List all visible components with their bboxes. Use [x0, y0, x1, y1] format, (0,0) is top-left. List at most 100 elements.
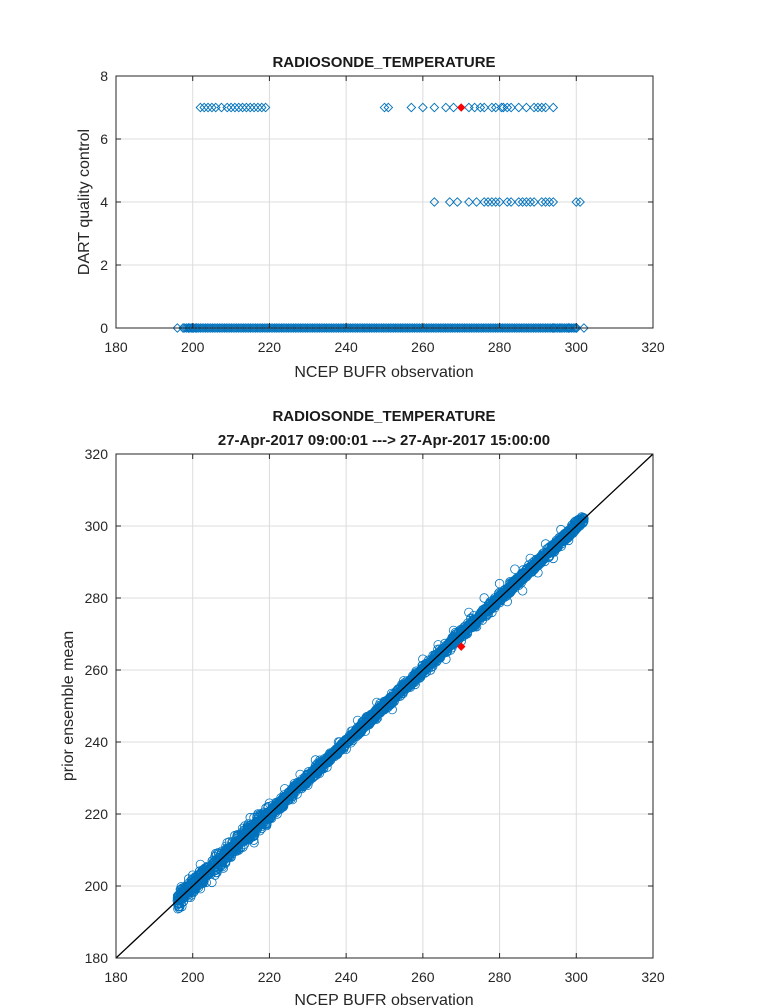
qc-point	[517, 197, 528, 207]
prior-point	[439, 647, 449, 657]
prior-point	[574, 516, 584, 526]
qc-point	[256, 102, 267, 113]
prior-point	[372, 713, 383, 723]
prior-point	[568, 527, 579, 537]
prior-point	[239, 835, 249, 846]
prior-point	[494, 591, 504, 602]
prior-point	[516, 572, 527, 582]
prior-point	[399, 684, 410, 694]
prior-point	[362, 717, 372, 727]
qc-point	[406, 102, 417, 113]
prior-y-tick-label: 200	[85, 878, 109, 894]
qc-point	[237, 102, 248, 113]
prior-x-tick-label: 180	[104, 969, 128, 985]
prior-point	[579, 514, 589, 524]
prior-point	[533, 568, 543, 578]
qc-point	[469, 102, 480, 113]
prior-point	[541, 550, 551, 560]
prior-point	[328, 748, 338, 758]
qc-point	[452, 197, 463, 207]
prior-point	[273, 801, 284, 811]
prior-point	[525, 566, 536, 576]
prior-point	[226, 852, 236, 862]
prior-point	[365, 717, 376, 727]
prior-point	[416, 668, 426, 678]
qc-x-tick-label: 240	[334, 339, 358, 355]
prior-point	[188, 883, 198, 894]
prior-axes-frame	[115, 453, 654, 959]
qc-point	[379, 102, 390, 113]
prior-point	[441, 654, 451, 664]
prior-point	[360, 726, 371, 736]
prior-y-tick-label: 320	[85, 446, 109, 462]
identity-line	[115, 453, 654, 959]
qc-point	[483, 197, 493, 207]
qc-point	[529, 102, 539, 113]
prior-point	[304, 769, 314, 779]
qc-point	[230, 102, 240, 113]
prior-point	[540, 539, 551, 549]
prior-point	[410, 679, 420, 690]
qc-point	[429, 102, 440, 113]
prior-point	[311, 768, 321, 779]
prior-point	[457, 630, 467, 640]
prior-point	[434, 647, 444, 658]
qc-point	[226, 102, 236, 113]
qc-point	[207, 102, 217, 113]
prior-point	[256, 810, 266, 820]
prior-point	[295, 769, 305, 780]
qc-point	[548, 323, 559, 333]
qc-point	[536, 197, 547, 207]
qc-point	[187, 323, 198, 333]
prior-point	[398, 676, 409, 686]
qc-point	[191, 323, 202, 333]
prior-y-tick-label: 220	[85, 806, 109, 822]
qc-point	[260, 102, 271, 113]
prior-point	[379, 701, 390, 711]
qc-point	[494, 197, 505, 207]
prior-y-tick-label: 260	[85, 662, 109, 678]
prior-tick-labels: 180 200 220 240 260 280 300 320 180 200 220 240 260 2…	[85, 446, 665, 985]
prior-point	[303, 772, 314, 783]
qc-y-tick-label: 2	[100, 257, 108, 273]
prior-point	[245, 812, 255, 823]
prior-point	[391, 691, 401, 701]
prior-point	[276, 798, 286, 808]
qc-x-axis-label: NCEP BUFR observation	[294, 364, 473, 381]
prior-point	[264, 798, 275, 808]
qc-point	[529, 197, 539, 207]
prior-x-tick-label: 280	[488, 969, 512, 985]
qc-x-tick-label: 280	[488, 339, 512, 355]
prior-point	[237, 823, 248, 834]
prior-point	[447, 640, 457, 650]
qc-point	[444, 197, 455, 207]
prior-point	[220, 845, 230, 856]
prior-point	[556, 524, 566, 535]
qc-point	[575, 197, 585, 207]
qc-point	[245, 102, 256, 113]
prior-point	[471, 622, 482, 632]
qc-y-axis-label: DART quality control	[76, 129, 93, 275]
qc-scatter-panel: 180 200 220 240 260 280 300 320 0 2 4 6 8 RADIOSONDE…	[76, 54, 665, 381]
prior-point	[222, 838, 232, 848]
prior-point	[560, 533, 571, 543]
prior-x-tick-label: 240	[334, 969, 358, 985]
qc-point	[556, 323, 566, 333]
qc-point	[199, 102, 210, 113]
prior-point	[406, 674, 417, 684]
qc-data-points	[172, 102, 589, 333]
prior-point	[207, 877, 217, 888]
prior-chart-title: RADIOSONDE_TEMPERATURE	[272, 408, 495, 425]
prior-point	[287, 794, 298, 805]
prior-point	[471, 614, 482, 625]
prior-point	[257, 823, 267, 834]
prior-point	[524, 560, 534, 570]
qc-point	[506, 197, 516, 207]
prior-chart-subtitle: 27-Apr-2017 09:00:01 ---> 27-Apr-2017 15…	[218, 432, 550, 449]
qc-point	[540, 197, 551, 207]
prior-point	[230, 830, 240, 841]
prior-point	[303, 780, 313, 790]
qc-point	[203, 102, 213, 113]
prior-point	[574, 519, 584, 529]
qc-x-tick-label: 260	[411, 339, 435, 355]
